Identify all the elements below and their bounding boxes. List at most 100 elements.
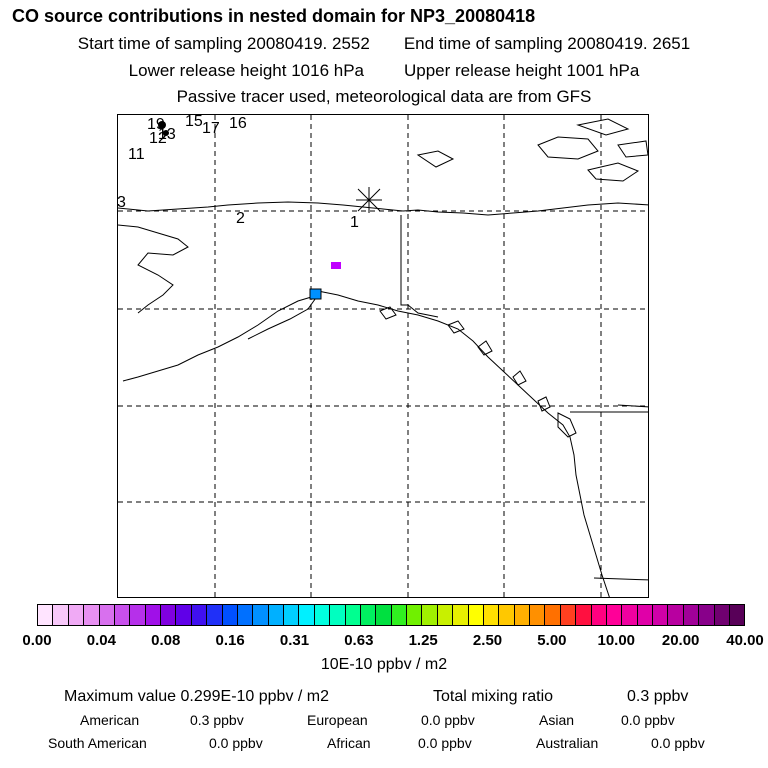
map-label-15: 15 — [185, 114, 203, 130]
american-value: 0.3 ppbv — [190, 712, 244, 728]
color-bar-cell — [313, 605, 330, 625]
max-value: Maximum value 0.299E-10 ppbv / m2 — [64, 688, 330, 705]
color-bar-tick-label: 2.50 — [472, 632, 503, 649]
color-bar-tick-label: 5.00 — [537, 632, 567, 649]
color-bar-cell — [298, 605, 314, 625]
color-bar-cell — [467, 605, 483, 625]
color-bar-tick-label: 0.08 — [151, 632, 181, 649]
color-bar-cell — [652, 605, 668, 625]
color-bar-cell — [113, 605, 130, 625]
color-bar-cell — [67, 605, 84, 625]
color-bar-cell — [283, 605, 299, 625]
south-american-label: South American — [48, 735, 147, 751]
color-bar-cell — [206, 605, 222, 625]
color-bar-cell — [605, 605, 622, 625]
color-bar-cell — [482, 605, 499, 625]
map-panel: 1 2 3 11 12 13 15 16 17 19 — [117, 114, 649, 598]
upper-height: Upper release height 1001 hPa — [404, 61, 640, 80]
map-label-13: 13 — [158, 126, 176, 143]
lat-lon-grid — [118, 115, 648, 597]
lower-height: Lower release height 1016 hPa — [128, 61, 364, 80]
color-bar-cell — [636, 605, 652, 625]
color-bar-cell — [375, 605, 391, 625]
color-bar-cell — [529, 605, 545, 625]
color-bar-cell — [98, 605, 114, 625]
color-bar-cell — [267, 605, 283, 625]
release-site-marker — [356, 187, 382, 213]
european-label: European — [307, 712, 368, 728]
color-bar-cell — [344, 605, 360, 625]
color-bar-cell — [221, 605, 237, 625]
color-bar-cell — [575, 605, 591, 625]
color-bar-tick-label: 40.00 — [726, 632, 764, 649]
map-label-2: 2 — [236, 210, 245, 227]
color-bar-unit: 10E-10 ppbv / m2 — [320, 656, 448, 673]
color-bar-cell — [713, 605, 729, 625]
color-bar-cell — [359, 605, 376, 625]
total-label: Total mixing ratio — [433, 688, 554, 705]
plot-title: CO source contributions in nested domain… — [12, 6, 536, 26]
map-canvas — [118, 115, 648, 597]
map-label-3: 3 — [117, 194, 126, 211]
color-bar-cell — [52, 605, 68, 625]
color-bar-cell — [421, 605, 437, 625]
tracer-note: Passive tracer used, meteorological data… — [176, 87, 592, 106]
color-bar-cell — [436, 605, 453, 625]
color-bar-cell — [682, 605, 699, 625]
australian-value: 0.0 ppbv — [651, 735, 705, 751]
color-bar-tick-label: 0.31 — [279, 632, 310, 649]
color-bar-cell — [83, 605, 99, 625]
borders — [400, 215, 648, 581]
color-bar-cell — [236, 605, 253, 625]
color-bar-tick-label: 20.00 — [661, 632, 700, 649]
australian-label: Australian — [536, 735, 599, 751]
color-bar-cell — [544, 605, 560, 625]
asian-value: 0.0 ppbv — [621, 712, 675, 728]
tracer-cell-purple — [331, 262, 341, 269]
color-bar-tick-label: 1.25 — [408, 632, 438, 649]
color-bar-cell — [667, 605, 683, 625]
color-bar-cell — [513, 605, 529, 625]
start-time: Start time of sampling 20080419. 2552 — [77, 34, 370, 53]
color-bar-tick-label: 10.00 — [597, 632, 636, 649]
color-bar-cell — [329, 605, 345, 625]
color-bar-cell — [590, 605, 606, 625]
color-bar-cell — [728, 605, 745, 625]
color-bar-cell — [252, 605, 268, 625]
coastlines — [118, 118, 648, 597]
map-label-17: 17 — [202, 120, 220, 137]
map-label-11: 11 — [128, 146, 145, 163]
color-bar-cell — [144, 605, 160, 625]
color-bar-cell — [390, 605, 406, 625]
color-bar-cell — [498, 605, 514, 625]
asian-label: Asian — [539, 712, 575, 728]
end-time: End time of sampling 20080419. 2651 — [403, 34, 691, 53]
color-bar-cell — [698, 605, 714, 625]
color-bar-cell — [129, 605, 145, 625]
trajectory-point — [163, 130, 169, 136]
color-bar-tick-label: 0.16 — [215, 632, 245, 649]
south-american-value: 0.0 ppbv — [209, 735, 263, 751]
color-bar-cell — [175, 605, 191, 625]
map-label-19: 19 — [147, 116, 165, 133]
map-label-12: 12 — [149, 130, 167, 147]
color-bar-cell — [38, 605, 53, 625]
american-label: American — [80, 712, 140, 728]
tracer-cell-blue — [309, 288, 322, 300]
african-label: African — [327, 735, 371, 751]
sampling-times: Start time of sampling 20080419. 2552 End… — [0, 34, 768, 54]
color-bar-cell — [559, 605, 576, 625]
color-bar-tick-label: 0.04 — [86, 632, 116, 649]
color-bar-cell — [190, 605, 207, 625]
trajectory-point — [158, 121, 166, 129]
release-heights: Lower release height 1016 hPa Upper relea… — [0, 61, 768, 81]
color-bar-tick-label: 0.63 — [344, 632, 374, 649]
european-value: 0.0 ppbv — [421, 712, 475, 728]
color-bar-tick-label: 0.00 — [22, 632, 52, 649]
map-label-1: 1 — [350, 214, 359, 231]
total-value: 0.3 ppbv — [627, 688, 689, 705]
color-bar-cell — [452, 605, 468, 625]
color-bar-cell — [160, 605, 176, 625]
african-value: 0.0 ppbv — [418, 735, 472, 751]
color-bar-cell — [621, 605, 637, 625]
